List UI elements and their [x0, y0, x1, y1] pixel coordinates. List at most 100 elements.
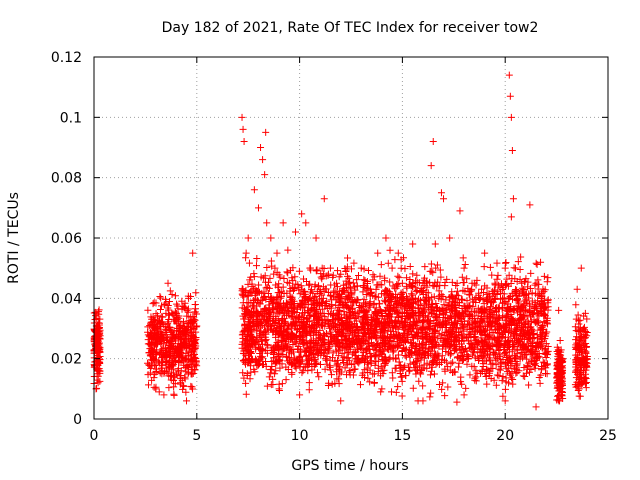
data-point — [186, 342, 194, 350]
data-point — [543, 370, 551, 378]
data-point — [409, 384, 417, 392]
data-point — [509, 195, 517, 203]
data-point — [403, 312, 411, 320]
y-tick-label: 0 — [73, 412, 82, 428]
y-tick-label: 0.12 — [51, 50, 82, 66]
data-point — [401, 308, 409, 316]
data-point — [254, 204, 262, 212]
data-point — [341, 364, 349, 372]
data-point — [451, 332, 459, 340]
data-point — [173, 344, 181, 352]
data-point — [432, 312, 440, 320]
data-point — [267, 234, 275, 242]
data-point — [442, 324, 450, 332]
data-point — [166, 287, 174, 295]
data-point — [508, 147, 516, 155]
data-point — [505, 295, 513, 303]
data-point — [532, 403, 540, 411]
data-point — [325, 347, 333, 355]
data-point — [176, 353, 184, 361]
data-point — [448, 278, 456, 286]
data-point — [388, 264, 396, 272]
data-point — [155, 358, 163, 366]
data-point — [527, 269, 535, 277]
data-point — [442, 296, 450, 304]
data-point — [165, 372, 173, 380]
data-point — [501, 316, 509, 324]
data-point — [157, 333, 165, 341]
data-point — [490, 334, 498, 342]
data-point — [187, 370, 195, 378]
data-point — [165, 363, 173, 371]
data-point — [250, 273, 258, 281]
data-point — [421, 263, 429, 271]
data-point — [544, 306, 552, 314]
data-point — [172, 370, 180, 378]
data-point — [541, 346, 549, 354]
y-tick-label: 0.08 — [51, 171, 82, 187]
data-point — [415, 301, 423, 309]
data-point — [478, 309, 486, 317]
data-point — [151, 370, 159, 378]
data-point — [436, 266, 444, 274]
data-point — [360, 329, 368, 337]
data-point — [329, 273, 337, 281]
data-point — [472, 281, 480, 289]
data-point — [526, 201, 534, 209]
data-point — [284, 246, 292, 254]
data-point — [423, 359, 431, 367]
data-point — [412, 370, 420, 378]
data-point — [459, 279, 467, 287]
data-point — [94, 365, 102, 373]
data-point — [279, 346, 287, 354]
data-point — [321, 365, 329, 373]
data-point — [494, 354, 502, 362]
data-point — [96, 377, 104, 385]
data-point — [512, 353, 520, 361]
data-point — [494, 271, 502, 279]
data-point — [394, 313, 402, 321]
data-point — [556, 337, 564, 345]
data-point — [339, 359, 347, 367]
data-point — [171, 380, 179, 388]
data-point — [538, 365, 546, 373]
data-point — [283, 289, 291, 297]
data-point — [369, 276, 377, 284]
data-point — [496, 351, 504, 359]
data-point — [360, 276, 368, 284]
data-point — [501, 385, 509, 393]
data-point — [353, 276, 361, 284]
data-point — [170, 383, 178, 391]
data-point — [315, 373, 323, 381]
data-point — [487, 374, 495, 382]
data-point — [419, 397, 427, 405]
data-point — [377, 388, 385, 396]
data-point — [374, 293, 382, 301]
data-point — [527, 318, 535, 326]
data-point — [429, 137, 437, 145]
data-point — [162, 357, 170, 365]
data-point — [505, 379, 513, 387]
data-point — [367, 359, 375, 367]
data-point — [312, 234, 320, 242]
data-point — [325, 309, 333, 317]
data-point — [427, 301, 435, 309]
data-point — [184, 308, 192, 316]
data-point — [246, 362, 254, 370]
data-point — [289, 284, 297, 292]
data-point — [297, 282, 305, 290]
data-point — [499, 373, 507, 381]
data-point — [540, 272, 548, 280]
data-point — [320, 287, 328, 295]
data-point — [440, 195, 448, 203]
data-point — [381, 306, 389, 314]
data-point — [531, 281, 539, 289]
data-point — [170, 391, 178, 399]
data-point — [282, 376, 290, 384]
data-point — [291, 228, 299, 236]
data-point — [502, 298, 510, 306]
data-point — [157, 364, 165, 372]
data-point — [380, 296, 388, 304]
data-point — [277, 350, 285, 358]
data-point — [511, 264, 519, 272]
